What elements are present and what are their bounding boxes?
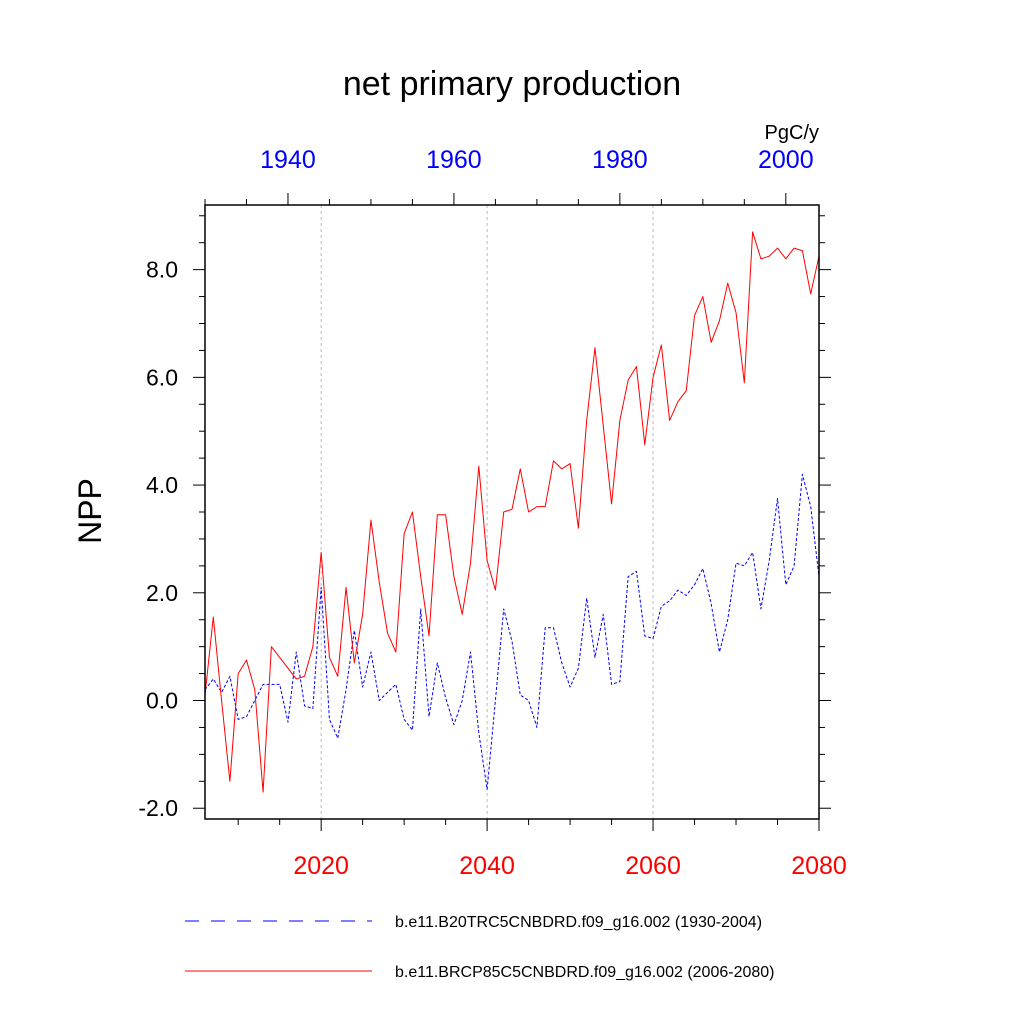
series-lines xyxy=(204,231,820,793)
x-top-tick-label: 1940 xyxy=(260,146,316,174)
gridlines xyxy=(320,205,654,819)
x-top-tick-label: 1980 xyxy=(592,146,648,174)
y-tick-label: 0.0 xyxy=(146,688,178,714)
y-tick-label: 8.0 xyxy=(146,257,178,283)
x-bottom-tick-label: 2020 xyxy=(293,852,349,880)
y-tick-label: -2.0 xyxy=(138,795,178,821)
x-bottom-tick-label: 2040 xyxy=(459,852,515,880)
x-top-tick-label: 1960 xyxy=(426,146,482,174)
series-line-historical xyxy=(204,473,820,790)
chart-title: net primary production xyxy=(343,65,681,103)
x-bottom-tick-label: 2060 xyxy=(625,852,681,880)
x-bottom-tick-label: 2080 xyxy=(791,852,847,880)
y-tick-label: 2.0 xyxy=(146,580,178,606)
legend: b.e11.B20TRC5CNBDRD.f09_g16.002 (1930-20… xyxy=(185,914,774,981)
x-top-tick-labels: 1940 1960 1980 2000 xyxy=(260,146,813,174)
y-tick-label: 4.0 xyxy=(146,472,178,498)
plot-frame xyxy=(204,204,820,820)
x-bottom-tick-labels: 2020 2040 2060 2080 xyxy=(293,852,846,880)
y-tick-label: 6.0 xyxy=(146,364,178,390)
legend-label-historical: b.e11.B20TRC5CNBDRD.f09_g16.002 (1930-20… xyxy=(395,914,762,931)
units-label: PgC/y xyxy=(765,122,819,144)
series-line-rcp85 xyxy=(204,231,820,793)
y-tick-labels: -2.0 0.0 2.0 4.0 6.0 8.0 xyxy=(138,257,178,822)
y-axis-label: NPP xyxy=(72,478,108,544)
x-top-tick-label: 2000 xyxy=(758,146,814,174)
legend-label-rcp85: b.e11.BRCP85C5CNBDRD.f09_g16.002 (2006-2… xyxy=(395,964,774,981)
axis-ticks xyxy=(193,193,831,831)
